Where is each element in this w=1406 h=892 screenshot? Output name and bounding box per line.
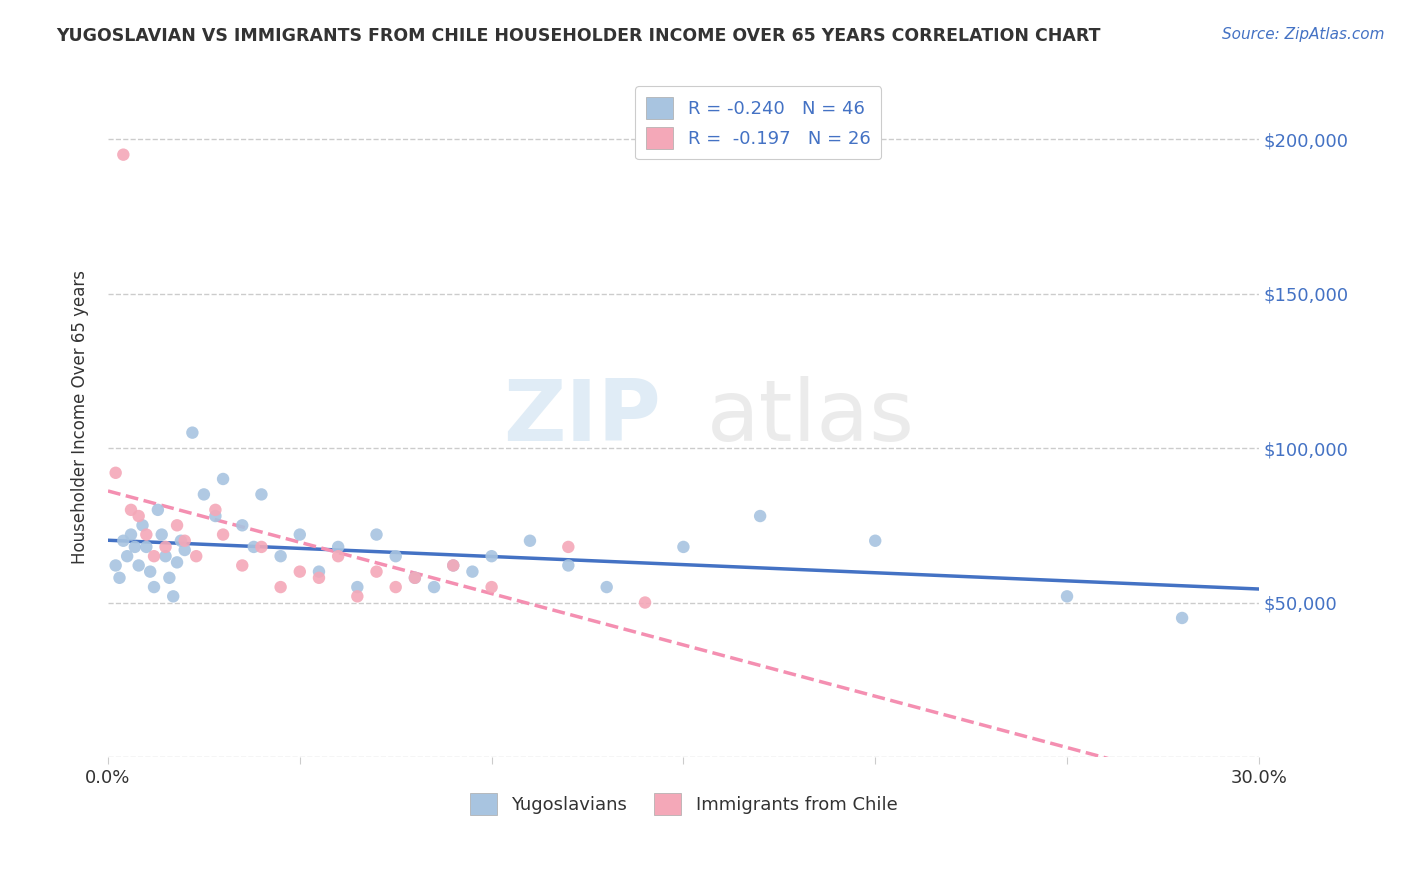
- Point: [204, 503, 226, 517]
- Point: [193, 487, 215, 501]
- Point: [423, 580, 446, 594]
- Point: [231, 518, 253, 533]
- Point: [270, 549, 292, 564]
- Point: [328, 549, 350, 564]
- Point: [173, 533, 195, 548]
- Legend: Yugoslavians, Immigrants from Chile: Yugoslavians, Immigrants from Chile: [463, 786, 904, 822]
- Point: [461, 565, 484, 579]
- Point: [270, 580, 292, 594]
- Point: [155, 540, 177, 554]
- Point: [231, 558, 253, 573]
- Point: [863, 533, 886, 548]
- Point: [115, 549, 138, 564]
- Point: [104, 466, 127, 480]
- Point: [366, 565, 388, 579]
- Point: [112, 147, 135, 161]
- Point: [150, 527, 173, 541]
- Point: [596, 580, 619, 594]
- Point: [108, 571, 131, 585]
- Point: [1171, 611, 1194, 625]
- Point: [173, 543, 195, 558]
- Point: [481, 580, 503, 594]
- Point: [250, 487, 273, 501]
- Point: [308, 565, 330, 579]
- Point: [481, 549, 503, 564]
- Point: [557, 558, 579, 573]
- Point: [346, 580, 368, 594]
- Point: [672, 540, 695, 554]
- Point: [346, 590, 368, 604]
- Point: [166, 555, 188, 569]
- Point: [308, 571, 330, 585]
- Point: [146, 503, 169, 517]
- Point: [212, 472, 235, 486]
- Point: [120, 503, 142, 517]
- Point: [384, 580, 406, 594]
- Point: [157, 571, 180, 585]
- Point: [384, 549, 406, 564]
- Point: [120, 527, 142, 541]
- Point: [212, 527, 235, 541]
- Text: atlas: atlas: [706, 376, 914, 458]
- Point: [139, 565, 162, 579]
- Point: [128, 509, 150, 524]
- Point: [112, 533, 135, 548]
- Point: [519, 533, 541, 548]
- Point: [124, 540, 146, 554]
- Point: [186, 549, 208, 564]
- Text: Source: ZipAtlas.com: Source: ZipAtlas.com: [1222, 27, 1385, 42]
- Point: [749, 509, 772, 524]
- Point: [634, 595, 657, 609]
- Y-axis label: Householder Income Over 65 years: Householder Income Over 65 years: [72, 270, 89, 565]
- Point: [557, 540, 579, 554]
- Point: [166, 518, 188, 533]
- Point: [404, 571, 426, 585]
- Point: [135, 540, 157, 554]
- Point: [250, 540, 273, 554]
- Point: [441, 558, 464, 573]
- Point: [143, 549, 166, 564]
- Point: [170, 533, 193, 548]
- Point: [135, 527, 157, 541]
- Point: [162, 590, 184, 604]
- Point: [1056, 590, 1078, 604]
- Point: [441, 558, 464, 573]
- Point: [242, 540, 264, 554]
- Point: [131, 518, 153, 533]
- Point: [328, 540, 350, 554]
- Point: [404, 571, 426, 585]
- Point: [181, 425, 204, 440]
- Point: [288, 565, 311, 579]
- Point: [155, 549, 177, 564]
- Point: [143, 580, 166, 594]
- Text: YUGOSLAVIAN VS IMMIGRANTS FROM CHILE HOUSEHOLDER INCOME OVER 65 YEARS CORRELATIO: YUGOSLAVIAN VS IMMIGRANTS FROM CHILE HOU…: [56, 27, 1101, 45]
- Point: [204, 509, 226, 524]
- Point: [366, 527, 388, 541]
- Point: [288, 527, 311, 541]
- Point: [128, 558, 150, 573]
- Point: [104, 558, 127, 573]
- Text: ZIP: ZIP: [503, 376, 661, 458]
